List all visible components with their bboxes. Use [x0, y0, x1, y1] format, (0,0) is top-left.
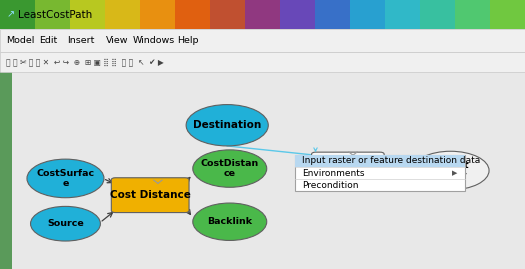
Text: ▶: ▶	[452, 170, 457, 176]
Text: ↗: ↗	[6, 9, 14, 20]
Ellipse shape	[186, 105, 268, 146]
Bar	[105, 0, 140, 29]
Ellipse shape	[412, 151, 489, 190]
Bar	[490, 0, 525, 29]
Ellipse shape	[193, 150, 267, 187]
Bar	[35, 0, 70, 29]
Bar	[296, 155, 465, 167]
Bar	[210, 0, 245, 29]
FancyBboxPatch shape	[311, 152, 384, 185]
Text: View: View	[106, 36, 128, 45]
Text: Windows: Windows	[133, 36, 175, 45]
Text: Source: Source	[47, 219, 84, 228]
Text: 🖫 🖨 ✄ 🖹 🖹 ✕  ↩ ↪  ⊕  ⊞ ▣ ⣿ ⣿  🔍 🔎  ↖  ✔ ▶: 🖫 🖨 ✄ 🖹 🖹 ✕ ↩ ↪ ⊕ ⊞ ▣ ⣿ ⣿ 🔍 🔎 ↖ ✔ ▶	[6, 58, 164, 66]
Text: Output
raster: Output raster	[432, 161, 469, 180]
Bar	[0, 72, 12, 269]
Text: Input raster or feature destination data: Input raster or feature destination data	[302, 156, 480, 165]
Bar	[280, 0, 315, 29]
Text: Model: Model	[6, 36, 35, 45]
Bar	[350, 0, 385, 29]
Ellipse shape	[27, 159, 104, 198]
Text: Destination: Destination	[193, 120, 261, 130]
Text: CostSurfac
e: CostSurfac e	[36, 169, 94, 188]
Bar	[296, 155, 465, 191]
Text: Precondition: Precondition	[302, 181, 358, 190]
Bar	[315, 0, 350, 29]
Text: Insert: Insert	[67, 36, 94, 45]
Bar	[0, 29, 525, 52]
Bar	[455, 0, 490, 29]
Bar	[140, 0, 175, 29]
Text: Backlink: Backlink	[207, 217, 253, 226]
Text: Cost Distance: Cost Distance	[110, 190, 191, 200]
Bar	[175, 0, 210, 29]
Text: LeastCostPath: LeastCostPath	[18, 9, 92, 20]
Text: CostDistan
ce: CostDistan ce	[201, 159, 259, 178]
Text: Cost Path: Cost Path	[320, 164, 376, 174]
Text: Edit: Edit	[39, 36, 58, 45]
Bar	[385, 0, 420, 29]
Bar	[0, 52, 525, 72]
Bar	[0, 0, 35, 29]
Bar	[70, 0, 105, 29]
Bar	[245, 0, 280, 29]
Ellipse shape	[193, 203, 267, 240]
FancyBboxPatch shape	[111, 178, 189, 213]
Text: Environments: Environments	[302, 168, 364, 178]
Bar	[0, 72, 525, 269]
Text: Help: Help	[177, 36, 199, 45]
Ellipse shape	[30, 206, 100, 241]
Bar	[420, 0, 455, 29]
